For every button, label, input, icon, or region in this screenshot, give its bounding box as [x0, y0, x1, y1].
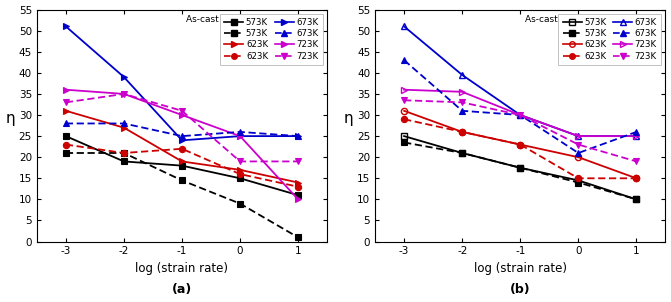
Y-axis label: η: η: [344, 111, 354, 126]
Legend: 573K, 573K, 623K, 623K, 673K, 673K, 723K, 723K: 573K, 573K, 623K, 623K, 673K, 673K, 723K…: [220, 14, 323, 65]
Text: As-cast EMS: As-cast EMS: [187, 15, 241, 24]
Legend: 573K, 573K, 623K, 623K, 673K, 673K, 723K, 723K: 573K, 573K, 623K, 623K, 673K, 673K, 723K…: [558, 14, 661, 65]
Text: (a): (a): [172, 283, 192, 296]
Y-axis label: η: η: [5, 111, 15, 126]
Text: As-cast DCC: As-cast DCC: [591, 15, 646, 24]
X-axis label: log (strain rate): log (strain rate): [136, 262, 229, 275]
X-axis label: log (strain rate): log (strain rate): [474, 262, 567, 275]
Text: As-cast EMS: As-cast EMS: [525, 15, 579, 24]
Text: (b): (b): [510, 283, 531, 296]
Text: Homo. EMS: Homo. EMS: [253, 15, 305, 24]
